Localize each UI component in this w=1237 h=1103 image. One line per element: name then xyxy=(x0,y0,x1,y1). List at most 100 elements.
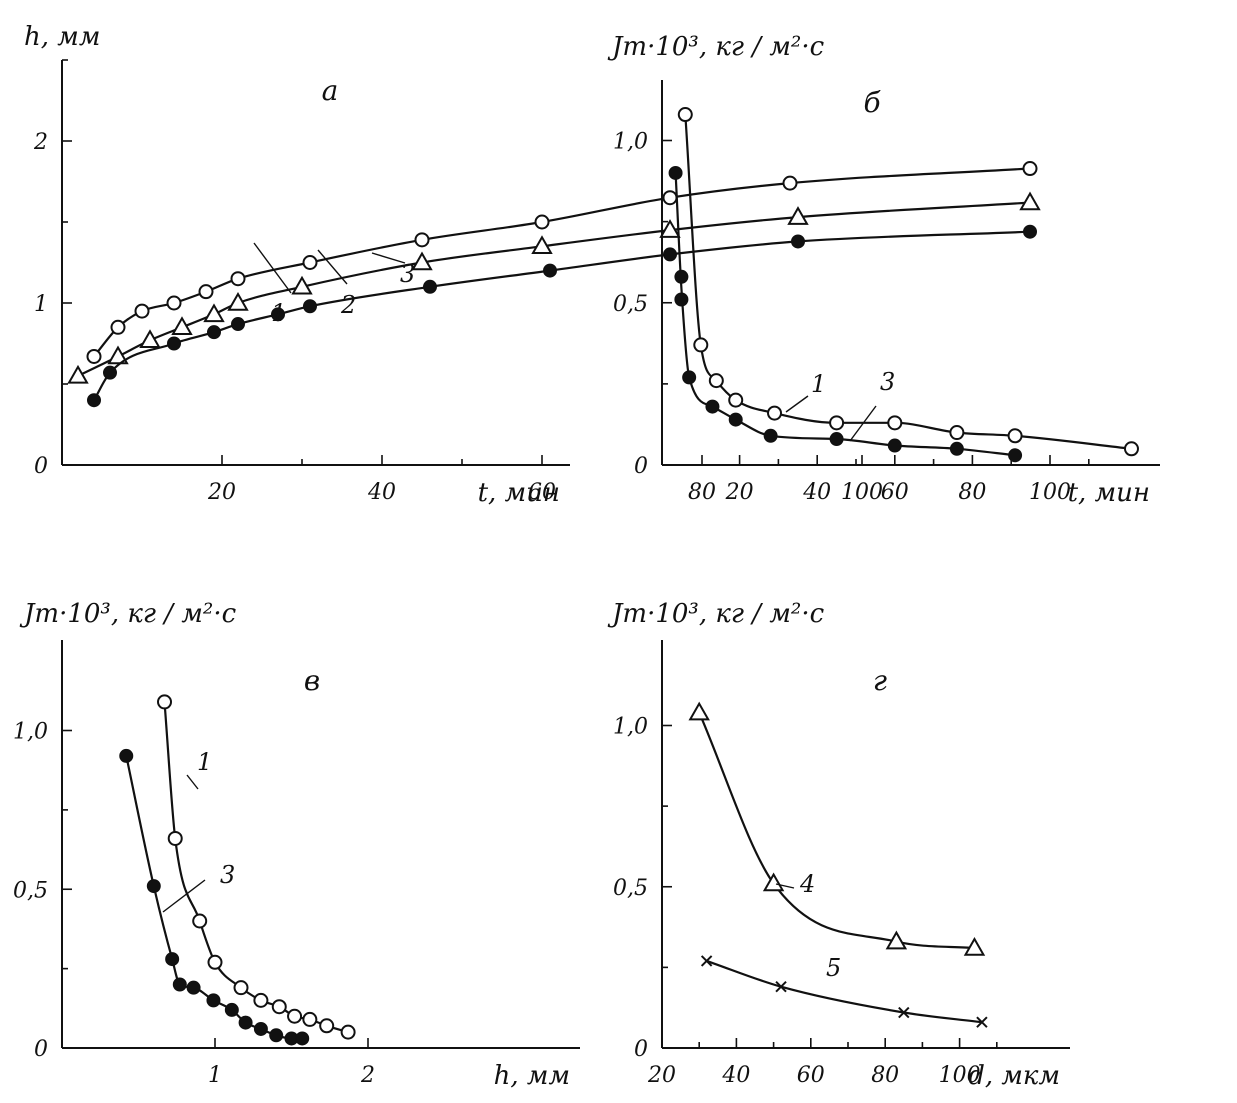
chart-panel-a: 20 40 60 80 100 0 1 2 а t, мин h, мм 1 2 3 xyxy=(24,22,1041,508)
data-point-3-5 xyxy=(728,412,743,427)
y-tick-label: 0,5 xyxy=(613,876,648,901)
data-point-1-9 xyxy=(1123,441,1139,457)
x-axis-label: d, мкм xyxy=(968,1061,1060,1091)
data-point-1-5 xyxy=(230,271,246,287)
data-point-2-2 xyxy=(139,329,161,349)
data-point-1-3 xyxy=(728,392,744,408)
x-axis-label: t, мин xyxy=(1068,478,1150,508)
curve-leader-line xyxy=(253,242,292,294)
y-tick-label: 1,0 xyxy=(613,130,648,155)
data-point-1-11 xyxy=(1022,161,1038,177)
chart-panel-v: 1 2 0 0,5 1,0 в h, мм Jm·10³, кг / м²·с 1 3 xyxy=(13,599,580,1091)
data-point-2-3 xyxy=(171,316,193,336)
x-tick-label: 40 xyxy=(721,1063,750,1088)
data-point-3-11 xyxy=(1023,224,1037,239)
data-point-2-1 xyxy=(107,345,129,365)
data-point-1-4 xyxy=(767,405,783,421)
cross-stroke xyxy=(898,1006,910,1019)
x-tick-label: 80 xyxy=(871,1063,899,1088)
x-tick-label: 20 xyxy=(647,1063,676,1088)
data-point-1-8 xyxy=(534,214,550,230)
y-axis-label: h, мм xyxy=(24,22,100,52)
data-point-3-1 xyxy=(103,365,117,380)
data-point-3-3 xyxy=(207,325,221,340)
data-point-1-5 xyxy=(829,415,845,431)
data-point-4-1 xyxy=(762,872,785,892)
x-axis-label: t, мин xyxy=(478,478,560,508)
data-point-3-4 xyxy=(705,399,720,414)
x-tick-label: 1 xyxy=(208,1063,222,1088)
data-point-3-6 xyxy=(224,1002,239,1017)
panel-letter: в xyxy=(304,664,320,697)
y-tick-label: 0,5 xyxy=(13,878,48,903)
chart-panel-b: 20 40 60 80 100 0 0,5 1,0 б t, мин Jm·10³, кг / м²… xyxy=(607,32,1160,508)
data-point-1-6 xyxy=(302,255,318,270)
x-axis-label: h, мм xyxy=(494,1061,570,1091)
data-point-1-2 xyxy=(134,303,150,319)
data-point-3-6 xyxy=(303,299,317,314)
curve-leader-line xyxy=(371,252,406,264)
data-point-5-1 xyxy=(775,981,787,993)
data-point-1-1 xyxy=(693,337,709,353)
y-tick-label: 2 xyxy=(33,130,48,155)
x-tick-label: 100 xyxy=(841,480,883,505)
data-point-1-7 xyxy=(287,1008,303,1024)
y-tick-label: 0 xyxy=(634,1037,648,1062)
cross-stroke xyxy=(976,1016,988,1028)
series-line-3 xyxy=(674,172,1016,457)
data-point-3-2 xyxy=(674,292,689,307)
x-tick-label: 60 xyxy=(881,480,909,505)
data-point-1-9 xyxy=(319,1018,335,1034)
series-line-4 xyxy=(698,712,975,950)
data-point-2-9 xyxy=(659,219,681,238)
data-point-5-0 xyxy=(700,955,713,967)
data-point-3-5 xyxy=(206,993,221,1008)
curve-leader-line xyxy=(162,879,206,913)
data-point-4-3 xyxy=(963,937,986,956)
curve-label-1: 1 xyxy=(271,299,286,327)
curve-leader-line xyxy=(317,249,348,285)
x-tick-label: 100 xyxy=(939,1063,981,1088)
data-point-1-0 xyxy=(157,694,173,710)
data-point-3-7 xyxy=(423,279,437,294)
cross-stroke xyxy=(775,981,787,993)
y-tick-label: 0 xyxy=(634,454,648,479)
x-tick-label: 100 xyxy=(1029,480,1071,505)
curve-leader-line xyxy=(849,405,877,442)
data-point-3-0 xyxy=(119,748,134,763)
data-point-3-0 xyxy=(668,165,683,180)
series-line-1 xyxy=(684,114,1132,450)
data-point-3-11 xyxy=(295,1031,310,1046)
curve-leader-line xyxy=(775,883,795,889)
data-point-1-10 xyxy=(782,175,798,191)
curve-label-3: 3 xyxy=(220,861,235,889)
y-axis-label: Jm·10³, кг / м²·с xyxy=(607,599,825,629)
data-point-1-1 xyxy=(167,830,183,846)
y-tick-label: 1,0 xyxy=(13,720,48,745)
data-point-1-1 xyxy=(110,319,126,335)
curve-label-5: 5 xyxy=(826,954,841,982)
data-point-5-2 xyxy=(898,1006,910,1019)
data-point-3-4 xyxy=(231,317,245,332)
data-point-3-9 xyxy=(269,1028,284,1043)
data-point-3-8 xyxy=(253,1021,268,1036)
data-point-1-2 xyxy=(192,913,208,929)
data-point-2-0 xyxy=(67,364,89,384)
data-point-4-0 xyxy=(688,701,710,721)
y-tick-label: 0 xyxy=(34,454,48,479)
x-tick-label: 40 xyxy=(802,480,831,505)
data-point-1-10 xyxy=(340,1024,356,1040)
data-point-3-2 xyxy=(167,336,181,351)
data-point-3-1 xyxy=(674,269,689,284)
data-point-1-8 xyxy=(1007,428,1023,444)
data-point-1-9 xyxy=(662,190,678,206)
data-point-3-6 xyxy=(763,428,778,443)
data-point-1-0 xyxy=(86,348,102,364)
data-point-3-3 xyxy=(682,370,697,385)
series-line-5 xyxy=(706,959,983,1024)
data-point-2-11 xyxy=(1019,191,1041,211)
data-point-1-5 xyxy=(253,992,269,1008)
data-point-2-5 xyxy=(227,291,249,311)
data-point-1-4 xyxy=(198,284,214,300)
